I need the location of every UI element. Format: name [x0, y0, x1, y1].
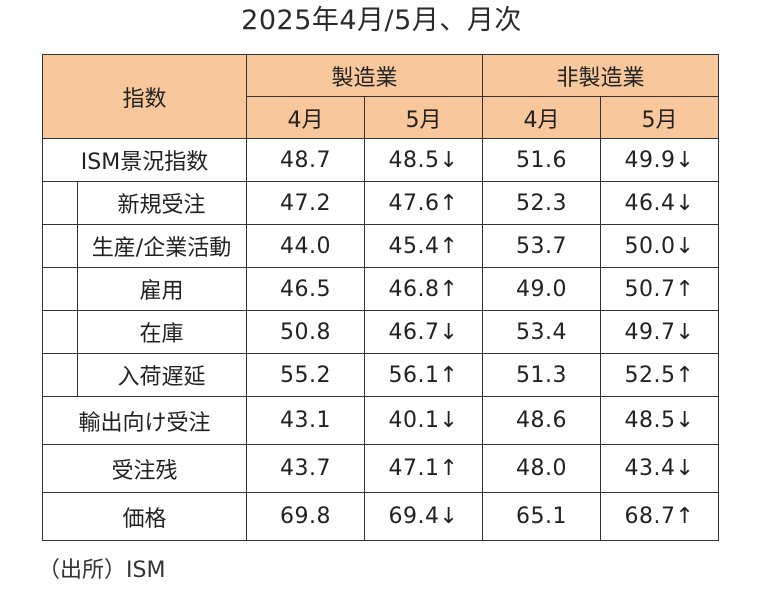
- row-label-sub: 入荷遅延: [42, 353, 247, 397]
- table-body: ISM景況指数 48.7 48.5↓ 51.6 49.9↓ 新規受注 47.2 47.6↑ 52…: [42, 138, 719, 541]
- table-cell-value: 53.4: [482, 310, 601, 354]
- table-cell-value: 46.4↓: [600, 181, 719, 225]
- table-cell-value: 44.0: [246, 224, 365, 268]
- table-cell-value: 50.8: [246, 310, 365, 354]
- table-cell-value: 50.0↓: [600, 224, 719, 268]
- table-cell-value: 43.4↓: [600, 444, 719, 493]
- table-cell-value: 46.7↓: [364, 310, 483, 354]
- table-cell-value: 68.7↑: [600, 492, 719, 541]
- row-label-text: 入荷遅延: [117, 365, 206, 390]
- header-group-non-manufacturing: 非製造業: [482, 54, 719, 97]
- header-month: 4月: [482, 96, 601, 139]
- row-label-text: 新規受注: [117, 193, 206, 218]
- table-cell-value: 48.6: [482, 396, 601, 445]
- table-cell-value: 53.7: [482, 224, 601, 268]
- table-row: 生産/企業活動 44.0 45.4↑ 53.7 50.0↓: [42, 224, 719, 268]
- table-row: 輸出向け受注 43.1 40.1↓ 48.6 48.5↓: [42, 396, 719, 445]
- table-cell-value: 52.5↑: [600, 353, 719, 397]
- table-row: ISM景況指数 48.7 48.5↓ 51.6 49.9↓: [42, 138, 719, 182]
- table-header-row-months: 4月 5月 4月 5月: [43, 96, 719, 139]
- table-cell-value: 48.0: [482, 444, 601, 493]
- row-label-text: 在庫: [139, 322, 184, 347]
- indent-line: [77, 224, 78, 268]
- table-cell-value: 69.8: [246, 492, 365, 541]
- header-month: 4月: [246, 96, 365, 139]
- row-label: 輸出向け受注: [42, 396, 247, 445]
- indent-line: [77, 353, 78, 397]
- table-cell-value: 47.2: [246, 181, 365, 225]
- row-label-sub: 生産/企業活動: [42, 224, 247, 268]
- table-cell-value: 49.0: [482, 267, 601, 311]
- row-label-text: 生産/企業活動: [91, 236, 232, 261]
- table-row: 価格 69.8 69.4↓ 65.1 68.7↑: [42, 492, 719, 541]
- table-cell-value: 55.2: [246, 353, 365, 397]
- table-cell-value: 48.5↓: [600, 396, 719, 445]
- header-month: 5月: [600, 96, 719, 139]
- header-group-manufacturing: 製造業: [246, 54, 483, 97]
- table-row: 受注残 43.7 47.1↑ 48.0 43.4↓: [42, 444, 719, 493]
- table-cell-value: 40.1↓: [364, 396, 483, 445]
- table-cell-value: 43.7: [246, 444, 365, 493]
- table-cell-value: 43.1: [246, 396, 365, 445]
- table-cell-value: 65.1: [482, 492, 601, 541]
- table-cell-value: 50.7↑: [600, 267, 719, 311]
- row-label-sub: 新規受注: [42, 181, 247, 225]
- table-row: 雇用 46.5 46.8↑ 49.0 50.7↑: [42, 267, 719, 311]
- table-cell-value: 47.1↑: [364, 444, 483, 493]
- table-cell-value: 56.1↑: [364, 353, 483, 397]
- table-cell-value: 51.6: [482, 138, 601, 182]
- table-row: 新規受注 47.2 47.6↑ 52.3 46.4↓: [42, 181, 719, 225]
- table-cell-value: 69.4↓: [364, 492, 483, 541]
- table-cell-value: 48.7: [246, 138, 365, 182]
- ism-index-table: 指数 製造業 非製造業 4月 5月 4月 5月 ISM景況指数 48.7 48.5↓…: [42, 54, 719, 541]
- page-title: 2025年4月/5月、月次: [241, 5, 522, 36]
- table-cell-value: 46.5: [246, 267, 365, 311]
- table-cell-value: 49.7↓: [600, 310, 719, 354]
- table-row: 在庫 50.8 46.7↓ 53.4 49.7↓: [42, 310, 719, 354]
- table-cell-value: 47.6↑: [364, 181, 483, 225]
- indent-line: [77, 267, 78, 311]
- row-label: ISM景況指数: [42, 138, 247, 182]
- indent-line: [77, 310, 78, 354]
- source-note: （出所）ISM: [38, 558, 166, 583]
- row-label: 価格: [42, 492, 247, 541]
- header-month: 5月: [364, 96, 483, 139]
- table-cell-value: 49.9↓: [600, 138, 719, 182]
- indent-line: [77, 181, 78, 225]
- header-index: 指数: [42, 54, 247, 139]
- table-header-row-groups: 指数 製造業 非製造業: [42, 54, 719, 139]
- table-cell-value: 52.3: [482, 181, 601, 225]
- row-label-sub: 雇用: [42, 267, 247, 311]
- table-row: 入荷遅延 55.2 56.1↑ 51.3 52.5↑: [42, 353, 719, 397]
- row-label: 受注残: [42, 444, 247, 493]
- row-label-sub: 在庫: [42, 310, 247, 354]
- row-label-text: 雇用: [139, 279, 184, 304]
- table-cell-value: 51.3: [482, 353, 601, 397]
- table-cell-value: 46.8↑: [364, 267, 483, 311]
- table-cell-value: 45.4↑: [364, 224, 483, 268]
- table-cell-value: 48.5↓: [364, 138, 483, 182]
